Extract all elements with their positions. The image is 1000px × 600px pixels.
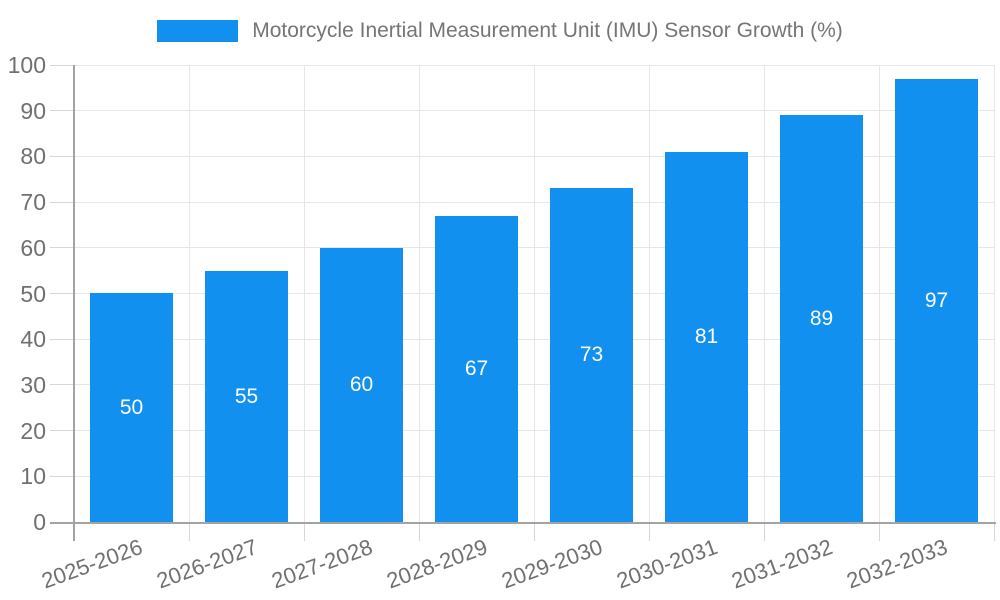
bar-value-label: 67	[464, 357, 489, 380]
x-axis-line	[50, 522, 996, 524]
y-axis-label: 0	[33, 509, 46, 535]
y-axis-tick	[50, 110, 74, 112]
y-axis-label: 50	[20, 280, 46, 307]
x-gridline	[993, 65, 995, 522]
x-axis-label: 2026-2027	[153, 534, 262, 594]
x-gridline	[303, 65, 305, 522]
y-axis-label: 100	[7, 52, 46, 78]
x-gridline	[533, 65, 535, 522]
y-axis-tick	[50, 475, 74, 477]
x-axis-label: 2030-2031	[613, 534, 722, 594]
bar-value-label: 81	[694, 325, 719, 348]
x-axis-label: 2032-2033	[843, 534, 952, 594]
x-axis-label: 2028-2029	[383, 534, 492, 594]
x-axis-tick	[418, 522, 420, 541]
bar[interactable]	[550, 188, 633, 522]
y-axis-tick	[50, 430, 74, 432]
bar-value-label: 73	[579, 343, 604, 366]
y-axis-label: 10	[20, 463, 46, 490]
x-axis-label: 2027-2028	[268, 534, 377, 594]
bar[interactable]	[320, 248, 403, 522]
bar-value-label: 60	[349, 373, 374, 396]
y-axis-label: 30	[20, 371, 46, 398]
x-gridline	[878, 65, 880, 522]
x-axis-tick	[763, 522, 765, 541]
bar[interactable]	[435, 216, 518, 522]
x-gridline	[418, 65, 420, 522]
y-axis-label: 60	[20, 234, 46, 261]
bar[interactable]	[90, 293, 173, 522]
bar-value-label: 89	[809, 306, 834, 330]
x-axis-label: 2031-2032	[728, 534, 837, 594]
x-axis-tick	[648, 522, 650, 541]
x-axis-tick	[878, 522, 880, 541]
x-axis-label: 2025-2026	[38, 534, 147, 594]
y-axis-tick	[50, 247, 74, 249]
x-gridline	[763, 65, 765, 522]
y-axis-line	[73, 65, 75, 541]
x-axis-tick	[533, 522, 535, 541]
y-axis-label: 70	[20, 189, 46, 216]
bar[interactable]	[205, 271, 288, 522]
y-axis-label: 20	[20, 417, 46, 444]
bar[interactable]	[665, 152, 748, 522]
y-axis-tick	[50, 293, 74, 294]
legend-swatch-icon	[157, 20, 239, 42]
bar-value-label: 50	[119, 395, 144, 419]
x-axis-label: 2029-2030	[498, 534, 607, 594]
chart-legend[interactable]: Motorcycle Inertial Measurement Unit (IM…	[0, 19, 1000, 43]
y-axis-tick	[50, 155, 74, 157]
y-axis-label: 40	[20, 326, 46, 353]
x-axis-tick	[188, 522, 190, 541]
y-axis-tick	[50, 384, 74, 386]
bar-value-label: 55	[234, 384, 259, 408]
bar[interactable]	[895, 79, 978, 522]
legend-label: Motorcycle Inertial Measurement Unit (IM…	[252, 19, 843, 42]
y-axis-label: 90	[20, 97, 46, 124]
x-gridline	[188, 65, 190, 522]
bar-value-label: 97	[924, 288, 949, 312]
y-axis-label: 80	[20, 143, 46, 170]
bar[interactable]	[780, 115, 863, 522]
x-gridline	[648, 65, 650, 522]
y-axis-tick	[50, 338, 74, 340]
y-axis-tick	[50, 64, 74, 66]
x-axis-tick	[993, 522, 995, 541]
x-axis-tick	[303, 522, 305, 541]
y-axis-tick	[50, 201, 74, 203]
